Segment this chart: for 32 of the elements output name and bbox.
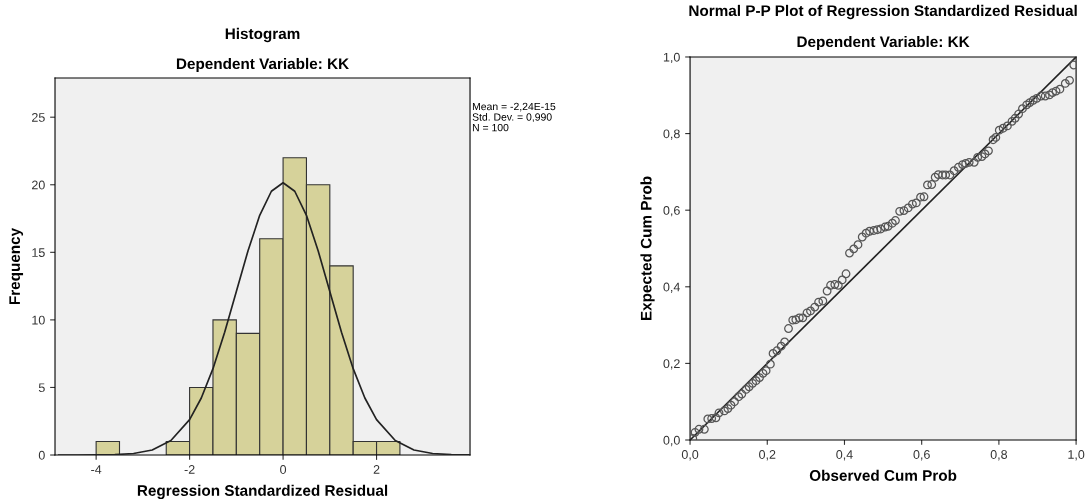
- x-tick-label: 0: [280, 465, 287, 474]
- x-tick-label: 0,6: [913, 450, 930, 461]
- y-tick-label: 0,8: [663, 129, 680, 140]
- text: Std. Dev. = 0,990: [472, 113, 552, 122]
- x-tick-label: 0,0: [681, 450, 699, 461]
- x-tick-label: 2: [373, 465, 380, 474]
- x-axis-title: Regression Standardized Residual: [137, 484, 388, 500]
- y-tick-label: 0,2: [663, 359, 680, 370]
- x-tick-label: -2: [184, 465, 195, 474]
- y-tick-label: 15: [32, 248, 45, 257]
- x-tick-label: 0,2: [759, 450, 776, 461]
- y-tick-label: 1,0: [663, 52, 680, 64]
- text: Mean = -2,24E-15: [472, 102, 556, 112]
- y-tick-label: 5: [38, 383, 45, 393]
- x-tick-label: -4: [91, 465, 102, 474]
- x-tick-label: 1,0: [1068, 450, 1085, 461]
- y-tick-label: 0,4: [663, 282, 680, 293]
- y-tick-label: 20: [32, 180, 45, 190]
- chart-subtitle: Dependent Variable: KK: [176, 57, 349, 73]
- y-tick-label: 0,6: [663, 205, 680, 217]
- x-axis-title: Observed Cum Prob: [809, 469, 957, 481]
- x-tick-label: 0,4: [836, 450, 853, 461]
- y-axis-title: Frequency: [9, 227, 24, 305]
- text: N = 100: [472, 123, 509, 132]
- chart-title: Histogram: [225, 27, 300, 43]
- y-tick-label: 25: [32, 113, 45, 122]
- y-tick-label: 0,0: [663, 435, 680, 447]
- x-tick-label: 0,8: [990, 450, 1008, 461]
- chart-subtitle: Dependent Variable: KK: [797, 35, 970, 51]
- chart-title: Normal P-P Plot of Regression Standardized Residual: [689, 4, 1077, 20]
- y-tick-label: 10: [32, 315, 45, 325]
- y-axis-title: Expected Cum Prob: [640, 176, 655, 321]
